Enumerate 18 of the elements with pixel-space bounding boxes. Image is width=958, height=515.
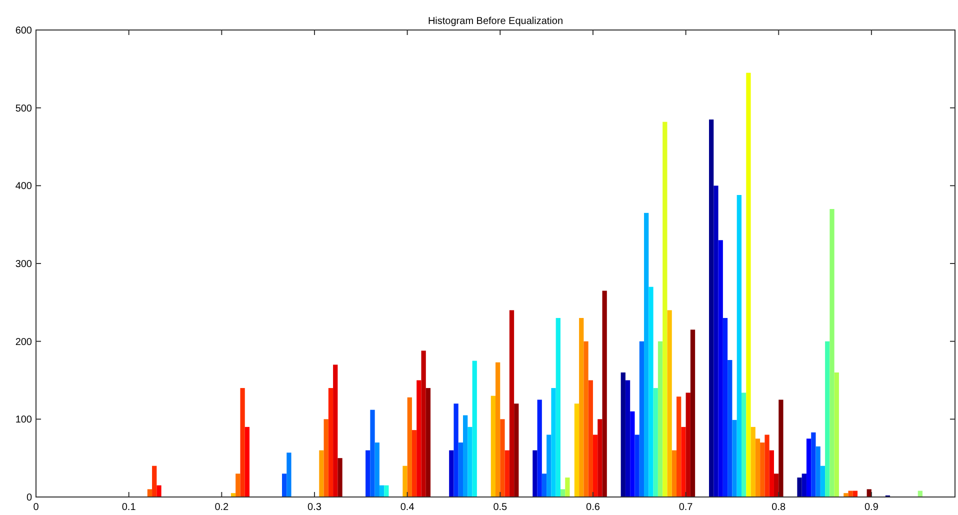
y-tick-label: 500 xyxy=(15,103,32,114)
y-tick-label: 300 xyxy=(15,259,32,270)
x-tick-label: 0.9 xyxy=(864,502,879,513)
y-tick-label: 400 xyxy=(15,181,32,192)
x-tick-label: 0.2 xyxy=(214,502,230,513)
x-tick-label: 0.1 xyxy=(122,502,136,513)
chart-title: Histogram Before Equalization xyxy=(428,16,564,27)
x-tick-label: 0.6 xyxy=(586,502,600,513)
x-tick-label: 0.7 xyxy=(678,502,694,513)
y-tick-label: 600 xyxy=(15,26,32,36)
x-tick-label: 0.3 xyxy=(308,502,322,513)
x-tick-label: 0.8 xyxy=(772,502,786,513)
y-tick-label: 100 xyxy=(15,414,32,426)
x-tick-label: 0 xyxy=(33,502,40,513)
x-tick-label: 0.5 xyxy=(493,502,508,513)
y-tick-label: 200 xyxy=(15,336,32,348)
x-tick-label: 0.4 xyxy=(400,502,415,513)
y-tick-label: 0 xyxy=(26,492,32,504)
